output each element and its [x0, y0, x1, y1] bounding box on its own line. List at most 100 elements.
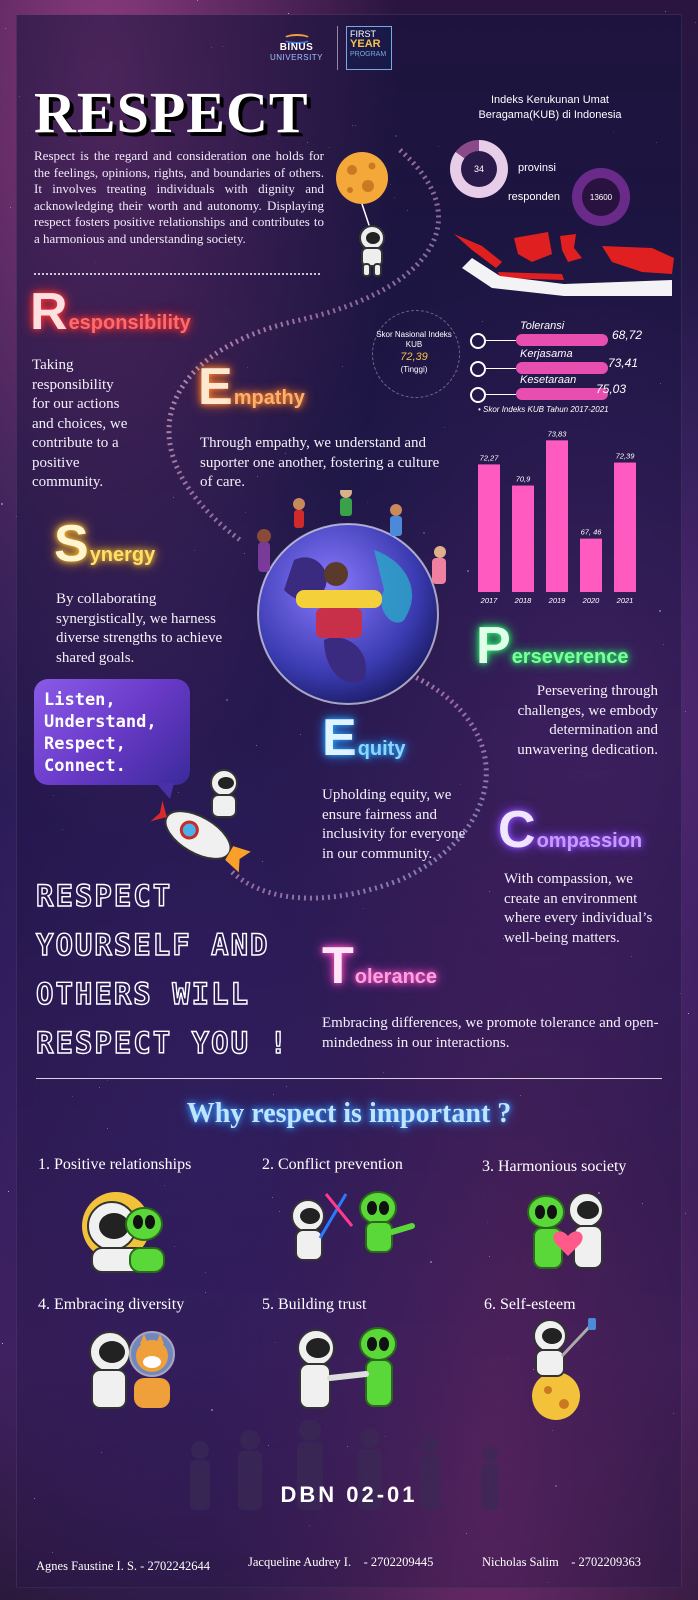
provinsi-donut: 34 [450, 140, 508, 198]
indicator-name: Kesetaraan [520, 374, 577, 386]
reason-2: 2. Conflict prevention [262, 1156, 403, 1173]
selfie-moon-astronaut-illustration [532, 1318, 596, 1420]
chart-value-label: 72,39 [616, 452, 636, 461]
skor-label: Skor Nasional Indeks KUB [376, 330, 452, 349]
fyp-line1: FIRST [350, 29, 377, 39]
indicator-value: 68,72 [612, 328, 643, 342]
text-perseverence: Persevering through challenges, we embod… [517, 683, 658, 758]
bubble-line: Understand, [44, 712, 157, 732]
respect-quote: RESPECT YOURSELF AND OTHERS WILL RESPECT… [35, 872, 289, 1068]
indicator-toleransi: Toleransi 68,72 [470, 320, 680, 352]
heading-rest: quity [357, 738, 406, 760]
chart-bar [614, 462, 636, 592]
provinsi-value: 34 [461, 151, 497, 187]
quote-line: RESPECT [35, 878, 173, 913]
heading-cap: S [54, 515, 89, 573]
indicator-value: 73,41 [608, 356, 639, 370]
text-empathy: Through empathy, we understand and supor… [200, 435, 440, 490]
heading-rest: mpathy [233, 387, 305, 409]
responden-donut: 13600 [572, 168, 630, 226]
bubble-line: Respect, [44, 734, 126, 754]
text-tolerance: Embracing differences, we promote tolera… [322, 1015, 659, 1051]
bubble-line: Listen, [44, 690, 116, 710]
astronaut-dog-illustration [89, 1331, 175, 1409]
kub-title: Indeks Kerukunan Umat Beragama(KUB) di I… [478, 94, 622, 121]
background-star [685, 1213, 686, 1214]
header-separator [337, 26, 339, 70]
heading-rest: olerance [354, 966, 438, 988]
moon-balloon-astronaut [336, 152, 388, 277]
heading-rest: ynergy [89, 544, 156, 566]
heading-rest: ompassion [536, 830, 643, 852]
reason-6: 6. Self-esteem [484, 1296, 576, 1313]
heading-cap: E [198, 358, 233, 416]
why-heading: Why respect is important ? [186, 1098, 512, 1129]
chart-value-label: 70,9 [516, 475, 531, 484]
member-entry: Nicholas Salim - 2702209363 [482, 1555, 642, 1569]
chart-title: • Skor Indeks KUB Tahun 2017-2021 [478, 405, 609, 414]
chart-value-label: 73,83 [548, 429, 568, 438]
reason-1: 1. Positive relationships [38, 1156, 192, 1173]
page-title: RESPECT [34, 80, 309, 145]
background-star [288, 13, 289, 14]
indicator-kesetaraan: Kesetaraan 75,03 [470, 374, 680, 406]
chart-value-label: 72,27 [480, 453, 500, 462]
quote-line: YOURSELF AND [35, 927, 270, 962]
dotted-divider [34, 273, 320, 275]
heart-hug-illustration [527, 1192, 604, 1269]
provinsi-label: provinsi [518, 162, 556, 174]
speech-bubble: Listen, Understand, Respect, Connect. [34, 679, 190, 799]
heading-rest: erseverence [511, 646, 629, 668]
chart-category-label: 2020 [582, 596, 601, 605]
background-star [665, 11, 666, 12]
background-star [197, 0, 198, 1]
heading-cap: C [498, 801, 536, 859]
responden-label: responden [508, 191, 560, 203]
stardust-swirl [166, 148, 489, 901]
member-entry: Agnes Faustine I. S. - 2702242644 [36, 1559, 210, 1573]
chart-bar [580, 538, 602, 592]
members-column-3: Nicholas Salim - 2702209363 Rafael Dillo… [482, 1514, 641, 1600]
intro-paragraph: Respect is the regard and consideration … [34, 148, 324, 246]
background-star [1, 503, 3, 505]
text-synergy: By collaborating synergistically, we har… [56, 591, 223, 666]
members-column-1: Agnes Faustine I. S. - 2702242644 Angelo… [36, 1518, 210, 1600]
heading-cap: P [476, 617, 511, 675]
binus-logo: BINUS UNIVERSITY [270, 34, 323, 62]
first-year-program-logo: FIRST YEAR PROGRAM [346, 26, 393, 70]
chart-value-label: 67, 46 [581, 528, 603, 537]
heading-cap: T [322, 937, 354, 995]
heading-cap: E [322, 709, 357, 767]
background-star [695, 22, 696, 23]
text-equity: Upholding equity, we ensure fairness and… [322, 787, 466, 862]
members-column-2: Jacqueline Audrey I. - 2702209445 Ngurah… [248, 1514, 433, 1600]
quote-line: RESPECT YOU ! [35, 1025, 289, 1060]
background-star [2, 1343, 3, 1344]
content-panel [16, 14, 682, 1588]
member-entry: Jacqueline Audrey I. - 2702209445 [248, 1555, 434, 1569]
bubble-line: Connect. [44, 756, 126, 776]
chart-category-label: 2021 [616, 596, 634, 605]
reason-3: 3. Harmonious society [482, 1158, 627, 1175]
fyp-line3: PROGRAM [350, 50, 387, 58]
binus-name: BINUS [279, 42, 314, 53]
quote-line: OTHERS WILL [35, 976, 251, 1011]
trust-handshake-illustration [297, 1327, 397, 1409]
chart-category-label: 2017 [480, 596, 499, 605]
skor-value: 72,39 [400, 351, 428, 363]
chart-bar [478, 464, 500, 592]
astronaut-alien-hug-illustration [82, 1192, 165, 1273]
background-star [688, 1013, 689, 1014]
background-star [5, 28, 6, 29]
skor-nasional: Skor Nasional Indeks KUB 72,39 (Tinggi) [374, 330, 454, 375]
chart-category-label: 2019 [548, 596, 567, 605]
kub-bar-chart: 72,27 2017 70,9 2018 73,83 2019 67, 46 2020 72,3… [478, 429, 636, 605]
chart-bar [512, 485, 534, 592]
header-logos: BINUS UNIVERSITY FIRST YEAR PROGRAM [270, 20, 430, 76]
chart-bar [546, 440, 568, 592]
